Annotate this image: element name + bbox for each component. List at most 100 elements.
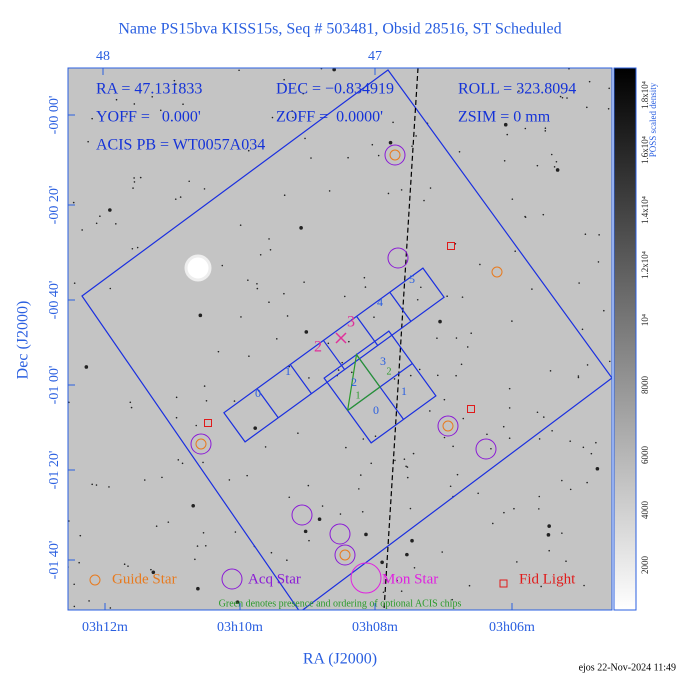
star (108, 208, 112, 212)
star (586, 106, 588, 109)
star (291, 110, 293, 112)
star (536, 164, 539, 167)
star (429, 187, 432, 189)
star (133, 103, 136, 105)
fid-light (204, 419, 212, 427)
star (343, 295, 346, 298)
star (91, 483, 93, 486)
acis-i (323, 330, 437, 444)
star (423, 199, 425, 202)
star (577, 376, 580, 379)
guide-star (389, 149, 401, 161)
star (380, 560, 384, 565)
star (175, 396, 178, 399)
star (577, 375, 580, 377)
star (202, 531, 205, 534)
acq-star (437, 415, 459, 437)
acq-star (387, 247, 409, 269)
star (555, 160, 558, 163)
star (511, 320, 513, 322)
star (569, 440, 572, 442)
star (429, 410, 431, 412)
star (217, 350, 220, 353)
star (345, 446, 347, 449)
stars-overlay (190, 144, 503, 566)
chip-label: 3 (380, 354, 386, 368)
legend-symbol (350, 562, 382, 594)
star (581, 328, 584, 331)
star (358, 488, 360, 490)
star (490, 447, 492, 450)
top-tick-label: 47 (368, 49, 382, 64)
star (204, 544, 207, 547)
star (129, 401, 132, 404)
star (253, 426, 258, 430)
legend-symbol (499, 579, 508, 588)
star (518, 90, 520, 92)
star (327, 342, 330, 345)
star (460, 363, 463, 366)
star (269, 248, 272, 251)
star (195, 424, 198, 427)
star (508, 407, 511, 409)
star (531, 288, 533, 290)
star (304, 137, 306, 140)
star (569, 488, 572, 491)
star (268, 301, 270, 304)
star (392, 121, 394, 124)
colorbar-tick-label: 4000 (640, 501, 650, 520)
star (288, 496, 291, 499)
acq-star (291, 504, 313, 526)
optional-chip-label: 2 (387, 366, 392, 377)
star (538, 495, 541, 498)
star (264, 446, 267, 448)
star (400, 590, 403, 592)
star (256, 287, 259, 290)
star (470, 332, 472, 335)
colorbar-tick-label: 6000 (640, 446, 650, 465)
star (542, 213, 545, 216)
chip-label: 5 (409, 272, 415, 286)
colorbar-tick-label: 10⁴ (640, 314, 650, 326)
star (297, 432, 299, 434)
star (416, 298, 419, 301)
acq-star (384, 144, 406, 166)
star (508, 387, 511, 390)
star (167, 521, 170, 523)
star (394, 459, 396, 462)
fid-light (467, 405, 475, 413)
chip-label: 0 (255, 386, 261, 400)
star (132, 187, 134, 189)
star (396, 579, 398, 582)
star (451, 598, 454, 601)
star (78, 561, 80, 564)
star (73, 583, 75, 586)
star (374, 435, 377, 438)
star (370, 462, 373, 465)
star (561, 532, 563, 534)
star (586, 481, 588, 484)
star (303, 281, 305, 283)
star (514, 250, 516, 252)
acq-star (190, 433, 212, 455)
guide-star (491, 266, 503, 278)
star (409, 507, 412, 510)
star (506, 133, 509, 136)
star (310, 157, 312, 159)
star (303, 529, 308, 534)
star (126, 113, 128, 115)
star (283, 292, 285, 295)
star (351, 371, 353, 374)
star (524, 216, 527, 218)
star (155, 525, 158, 527)
star (317, 517, 322, 521)
star (548, 549, 551, 552)
star (151, 570, 156, 575)
star (108, 486, 110, 488)
star (477, 492, 479, 495)
star (143, 479, 146, 481)
star (373, 316, 375, 318)
star (403, 458, 406, 460)
star (553, 166, 556, 168)
fid-light (447, 242, 455, 250)
